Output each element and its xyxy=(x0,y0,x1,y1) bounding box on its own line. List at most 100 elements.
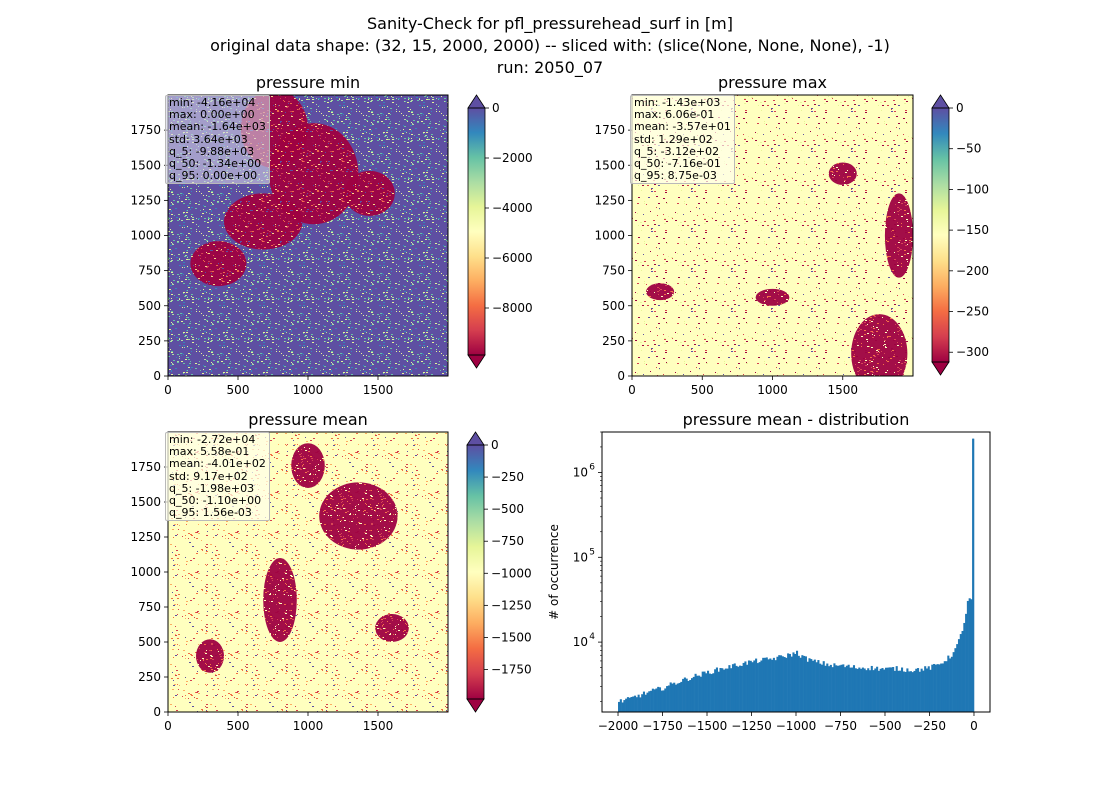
colorbar-frame xyxy=(466,444,485,700)
histogram-bar xyxy=(687,680,690,712)
y-tick-label: 1750 xyxy=(130,123,161,137)
histogram-bar xyxy=(810,659,813,712)
histogram-bar xyxy=(618,701,621,712)
histogram-bar xyxy=(835,665,838,712)
y-tick-exponent: 4 xyxy=(589,632,595,642)
colorbar-tick-label: 0 xyxy=(956,101,964,115)
histogram-bar xyxy=(913,670,916,712)
colorbar-gradient xyxy=(932,108,949,362)
histogram-bar xyxy=(623,700,626,712)
histogram-bar xyxy=(924,666,927,712)
histogram-bar xyxy=(892,667,895,712)
histogram-bar xyxy=(744,661,747,712)
histogram-bar xyxy=(792,652,795,712)
histogram-bar xyxy=(742,662,745,712)
histogram-bar xyxy=(765,657,768,712)
x-tick-label: −750 xyxy=(824,719,857,733)
histogram-bar xyxy=(785,657,788,712)
figure-title-line-1: Sanity-Check for pfl_pressurehead_surf i… xyxy=(367,14,733,33)
histogram-bar xyxy=(911,672,914,712)
histogram-bar xyxy=(824,665,827,712)
histogram-bar xyxy=(831,667,834,712)
histogram-title: pressure mean - distribution xyxy=(683,410,910,429)
histogram-bar xyxy=(918,671,921,712)
histogram-bar xyxy=(852,665,856,712)
histogram-bar xyxy=(847,664,850,712)
y-tick-label: 1250 xyxy=(130,193,161,207)
histogram-bar xyxy=(690,678,694,712)
y-tick-label: 1000 xyxy=(130,565,161,579)
histogram-bar xyxy=(836,665,840,712)
histogram-bar xyxy=(767,659,770,712)
histogram-bar xyxy=(863,668,866,712)
histogram-bar xyxy=(721,668,724,712)
histogram-bar xyxy=(920,668,923,712)
heatmap-image xyxy=(168,432,448,712)
histogram-bar xyxy=(714,669,717,712)
colorbar-extend-min xyxy=(467,354,486,369)
panel-title: pressure max xyxy=(718,73,827,92)
heatmap-region xyxy=(344,170,395,216)
heatmap-region xyxy=(884,193,913,278)
y-tick-label: 250 xyxy=(138,670,161,684)
histogram-bar xyxy=(646,692,649,712)
histogram-bar xyxy=(749,660,752,712)
histogram-bar xyxy=(927,666,930,712)
y-tick-label: 1000 xyxy=(130,229,161,243)
histogram-bar xyxy=(941,663,945,712)
y-tick-label: 1750 xyxy=(594,123,625,137)
histogram-bar xyxy=(756,663,759,712)
histogram-bar xyxy=(751,662,754,712)
histogram-bar xyxy=(801,655,804,712)
stats-line: q_95: 8.75e-03 xyxy=(634,169,717,183)
histogram-bar xyxy=(678,682,681,712)
stats-line: std: 3.64e+03 xyxy=(169,132,248,146)
histogram-bar xyxy=(657,686,660,712)
colorbar-tick-label: −1250 xyxy=(491,598,532,612)
histogram-bar xyxy=(966,600,969,712)
x-tick-label: 1500 xyxy=(363,719,394,733)
histogram-bar xyxy=(915,668,918,712)
histogram-bar xyxy=(683,677,686,712)
x-tick-label: 0 xyxy=(164,719,172,733)
histogram-bar xyxy=(858,667,861,712)
histogram-bar xyxy=(760,660,763,712)
panel-title: pressure mean xyxy=(248,410,368,429)
histogram-bar xyxy=(940,663,943,712)
stats-line: std: 1.29e+02 xyxy=(634,132,713,146)
x-tick-label: 1500 xyxy=(827,383,858,397)
histogram-bar xyxy=(838,665,841,712)
histogram-bar xyxy=(886,667,889,712)
heatmap-region xyxy=(646,283,675,301)
image-panel-2: pressure max 0 500 1000 1500 0 250 500 750 1000 12… xyxy=(594,73,914,397)
stats-line: min: -4.16e+04 xyxy=(169,96,256,109)
histogram-bar xyxy=(707,670,710,712)
histogram-bar xyxy=(692,676,695,712)
histogram-bar xyxy=(676,683,679,712)
histogram-bar xyxy=(856,668,859,712)
histogram-bar xyxy=(840,664,843,712)
y-tick-label: 1250 xyxy=(594,193,625,207)
y-tick-label: 10 xyxy=(573,465,588,479)
histogram-bar xyxy=(874,668,877,712)
histogram-bar xyxy=(731,664,735,712)
histogram-bar xyxy=(630,696,633,712)
histogram-bar xyxy=(634,695,637,712)
colorbar-tick-label: −8000 xyxy=(492,301,533,315)
histogram-bar xyxy=(943,661,946,712)
x-tick-label: −1500 xyxy=(687,719,728,733)
histogram-bar xyxy=(842,664,845,712)
histogram-bar xyxy=(708,673,711,712)
heatmap-region xyxy=(190,241,247,287)
histogram-bar xyxy=(870,665,873,712)
histogram-bar xyxy=(723,669,726,712)
y-tick-label: 250 xyxy=(602,334,625,348)
panel-title: pressure min xyxy=(256,73,360,92)
histogram-bar xyxy=(644,694,647,712)
histogram-bar xyxy=(909,671,912,712)
histogram-bar xyxy=(901,667,904,712)
histogram-bar xyxy=(813,659,816,712)
histogram-ylabel: # of occurrence xyxy=(547,524,561,620)
y-tick-label: 1000 xyxy=(594,229,625,243)
y-tick-label: 1500 xyxy=(594,158,625,172)
